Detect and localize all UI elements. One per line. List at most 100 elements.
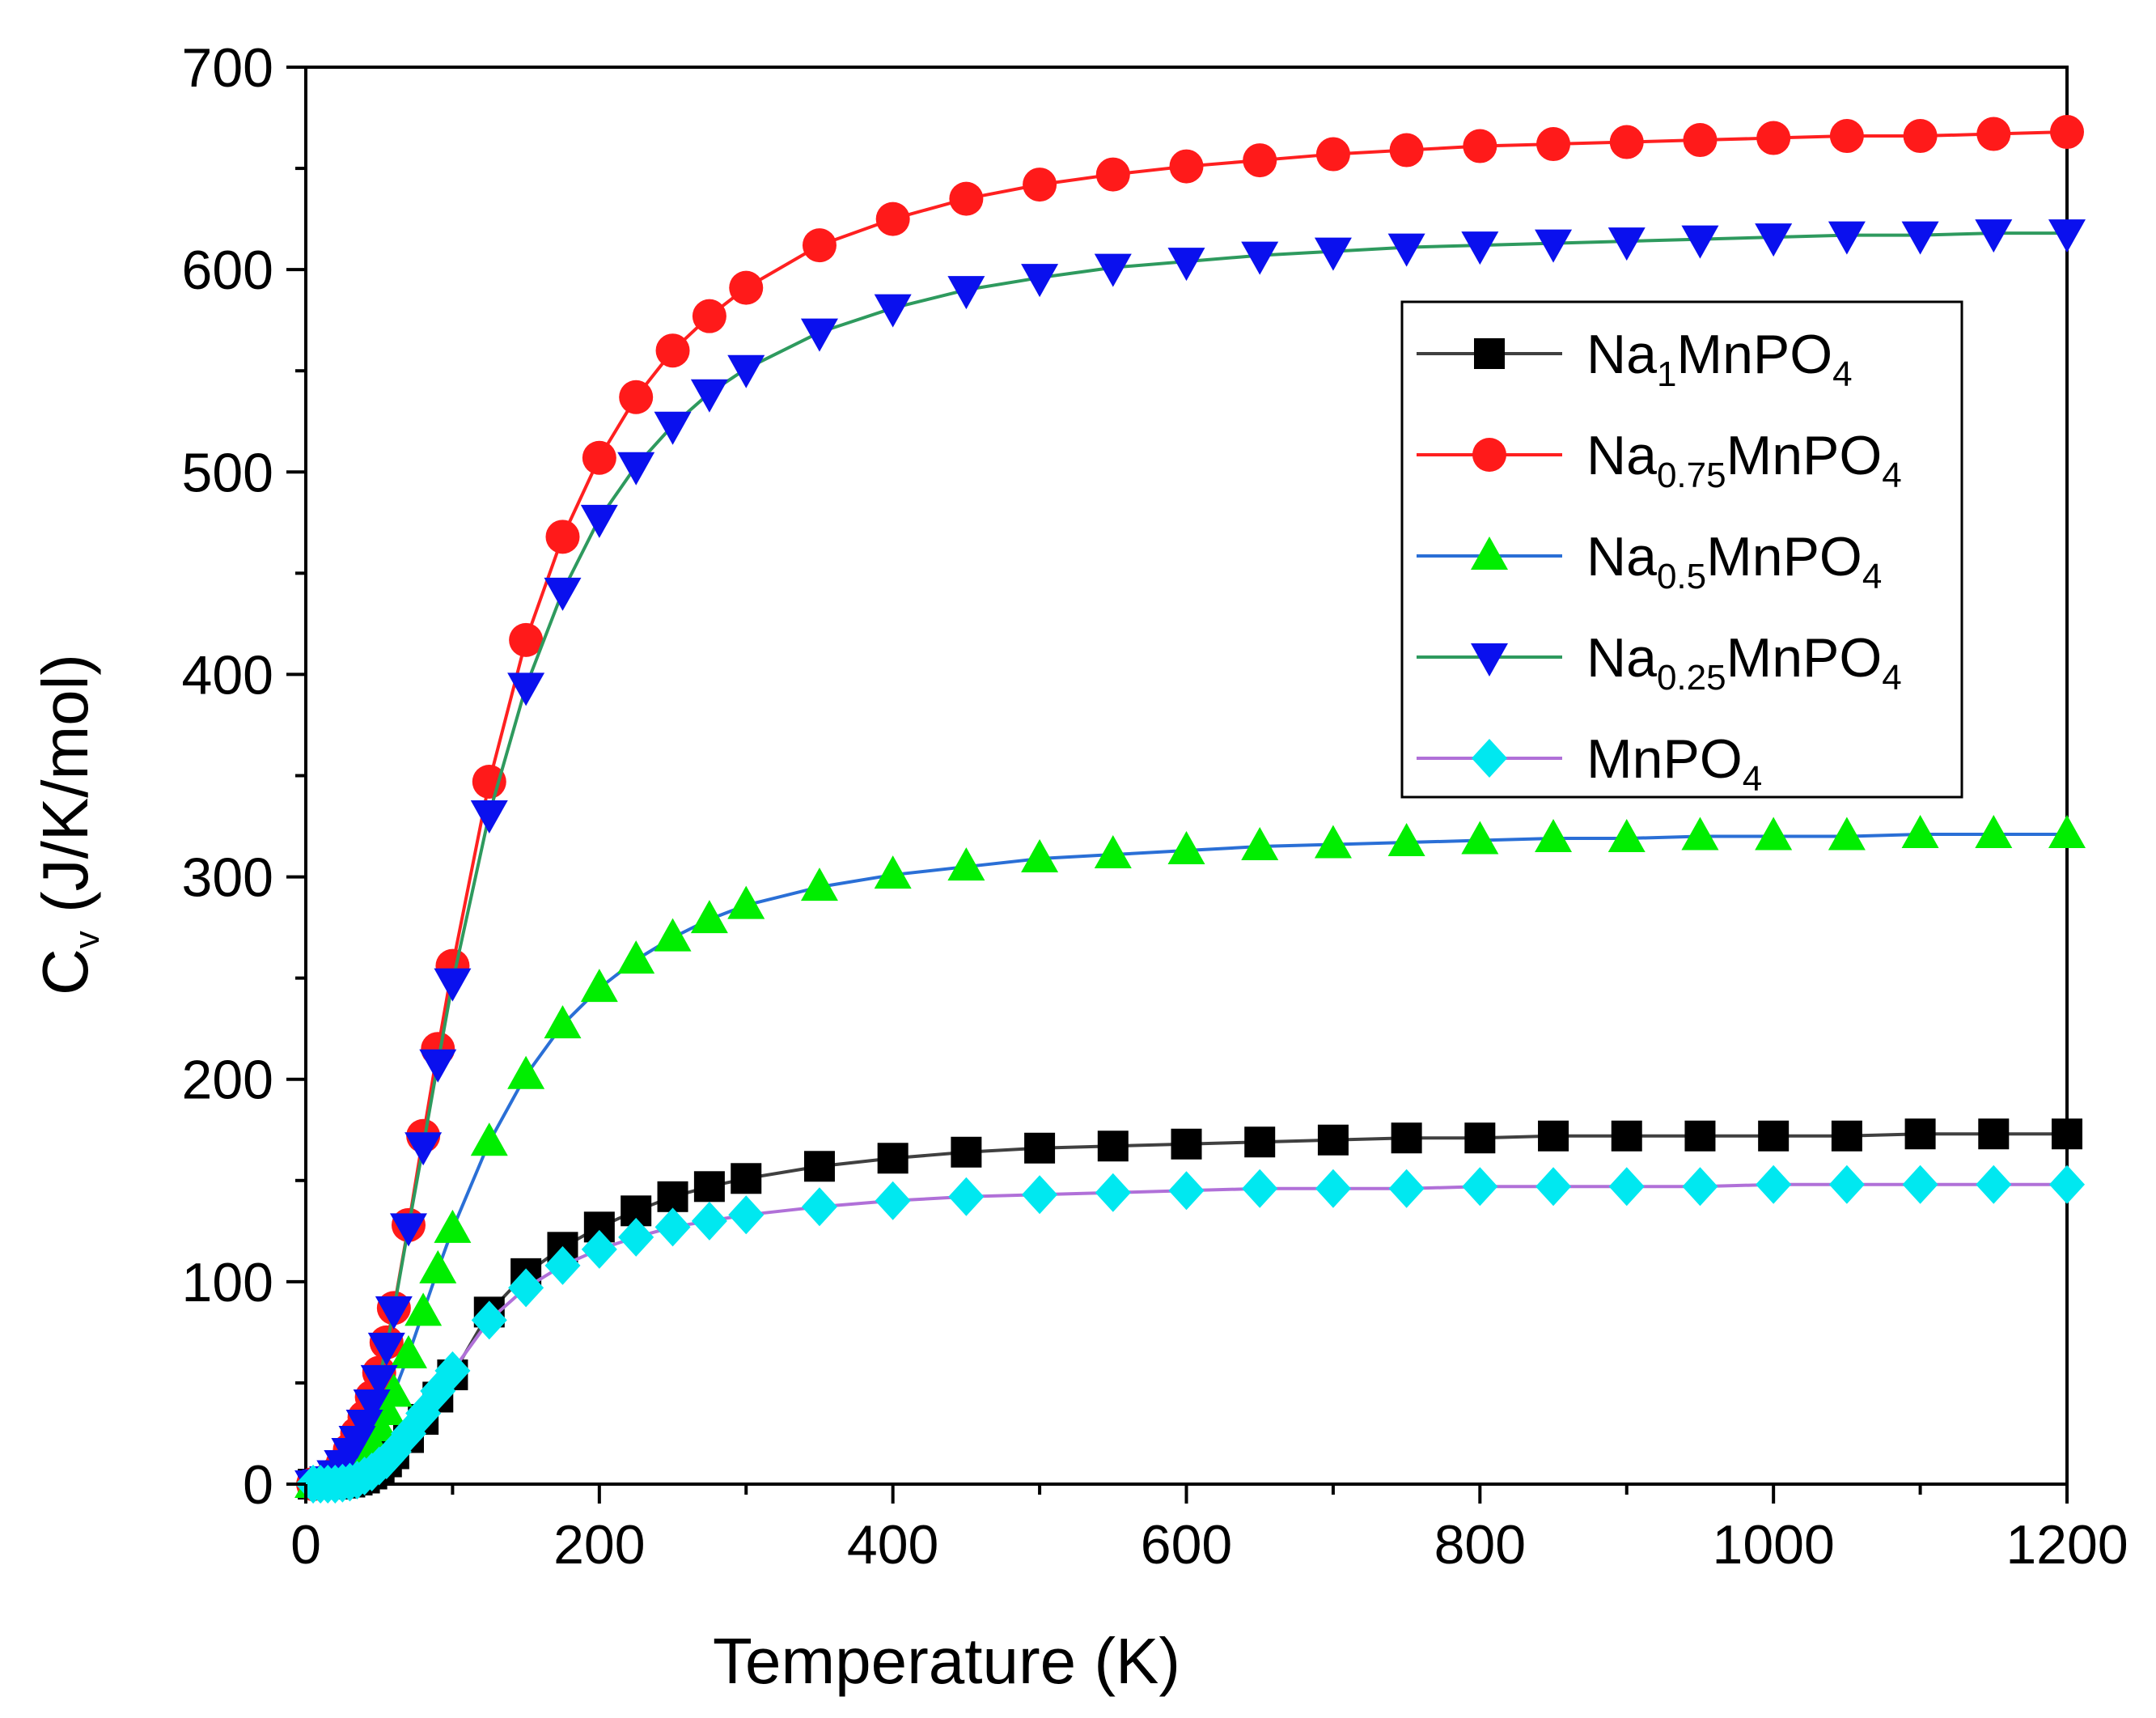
data-point	[544, 1245, 581, 1285]
legend-label-part: MnPO	[1586, 728, 1743, 790]
data-point	[657, 1181, 688, 1212]
data-point	[948, 1177, 985, 1216]
data-point	[693, 1171, 725, 1203]
data-point	[803, 1151, 835, 1182]
data-point	[507, 672, 545, 706]
data-point	[1463, 129, 1497, 163]
y-axis-title-rest: (J/K/mol)	[29, 654, 101, 931]
legend-label-subscript: 4	[1832, 354, 1852, 394]
data-point	[1976, 117, 2011, 151]
data-point	[1684, 1120, 1716, 1152]
data-point	[580, 969, 618, 1003]
data-point	[1828, 1164, 1865, 1204]
data-point	[801, 1187, 837, 1227]
data-point	[655, 333, 690, 368]
y-tick-label: 500	[182, 442, 273, 503]
data-point	[2048, 815, 2086, 849]
x-tick-label: 200	[553, 1514, 645, 1576]
data-point	[1169, 149, 1204, 184]
data-point	[1167, 831, 1205, 865]
data-point	[1538, 1120, 1569, 1152]
data-point	[1535, 229, 1573, 263]
data-point	[692, 299, 726, 333]
data-point	[875, 1181, 911, 1220]
series-4	[295, 1164, 2085, 1504]
legend-marker	[1472, 739, 1507, 778]
data-point	[1242, 1169, 1278, 1208]
data-point	[389, 1213, 427, 1247]
data-point	[2050, 115, 2084, 150]
legend-label: Na0.25MnPO4	[1586, 627, 1902, 698]
data-point	[507, 1055, 545, 1089]
data-point	[1171, 1128, 1202, 1160]
legend-label: Na0.75MnPO4	[1586, 425, 1902, 495]
legend-label-subscript: 4	[1882, 456, 1901, 495]
y-axis-title-sub: v	[67, 931, 107, 948]
legend-label-subscript: 4	[1743, 759, 1762, 799]
data-point	[1755, 817, 1793, 851]
axes: 0 200 400 600 800 1000 1200 0 100 200 300 400 500 600…	[182, 37, 2128, 1576]
data-point	[1828, 817, 1866, 851]
legend-label-part: Na	[1586, 324, 1657, 385]
data-point	[947, 276, 985, 310]
data-point	[434, 1351, 471, 1390]
data-point	[1315, 1169, 1351, 1208]
y-tick-label: 700	[182, 37, 273, 99]
data-point	[1756, 1164, 1792, 1204]
data-point	[875, 201, 910, 236]
data-point	[375, 1296, 413, 1330]
data-point	[434, 1209, 472, 1243]
x-tick-label: 0	[290, 1514, 321, 1576]
legend-label-subscript: 1	[1657, 354, 1676, 394]
data-point	[581, 1229, 617, 1269]
data-point	[1902, 1164, 1938, 1204]
data-point	[1608, 1167, 1645, 1207]
data-point	[1315, 137, 1350, 172]
data-point	[353, 1389, 391, 1423]
data-point	[1976, 1164, 2012, 1204]
data-point	[1978, 1118, 2010, 1150]
data-point	[800, 318, 838, 352]
data-point	[1611, 1120, 1642, 1152]
data-point	[1975, 219, 2013, 253]
data-point	[877, 1143, 909, 1174]
data-point	[2048, 219, 2086, 253]
legend-label: Na1MnPO4	[1586, 324, 1853, 394]
data-point	[1756, 121, 1791, 155]
data-point	[1389, 133, 1424, 168]
data-point	[1464, 1122, 1496, 1154]
data-point	[1094, 253, 1132, 287]
data-point	[434, 968, 472, 1002]
data-point	[690, 900, 728, 934]
data-point	[654, 411, 692, 445]
y-tick-label: 600	[182, 240, 273, 301]
legend-label-subscript: 4	[1882, 658, 1901, 698]
data-point	[405, 1132, 443, 1166]
legend-label-subscript: 0.5	[1657, 557, 1706, 596]
data-point	[1167, 248, 1205, 282]
y-axis-title: Cv (J/K/mol)	[29, 654, 107, 995]
data-point	[1901, 815, 1939, 849]
data-point	[2052, 1118, 2082, 1150]
data-point	[544, 1005, 582, 1039]
data-point	[1904, 1118, 1936, 1150]
data-point	[654, 918, 692, 952]
data-point	[1535, 819, 1573, 853]
legend-label-part: Na	[1586, 627, 1657, 689]
legend-label-part: Na	[1586, 526, 1657, 588]
data-point	[1535, 1167, 1572, 1207]
x-tick-label: 1000	[1713, 1514, 1835, 1576]
data-point	[419, 1249, 457, 1283]
legend-label-subscript: 0.75	[1657, 456, 1726, 495]
data-point	[874, 294, 912, 328]
data-point	[1829, 119, 1864, 154]
data-point	[1168, 1171, 1205, 1211]
data-point	[470, 800, 508, 834]
x-tick-label: 600	[1141, 1514, 1232, 1576]
legend-label-part: MnPO	[1726, 425, 1883, 486]
data-point	[947, 847, 985, 881]
data-point	[1314, 825, 1352, 859]
data-point	[617, 940, 655, 974]
legend-entry: Na0.75MnPO4	[1417, 425, 1902, 495]
